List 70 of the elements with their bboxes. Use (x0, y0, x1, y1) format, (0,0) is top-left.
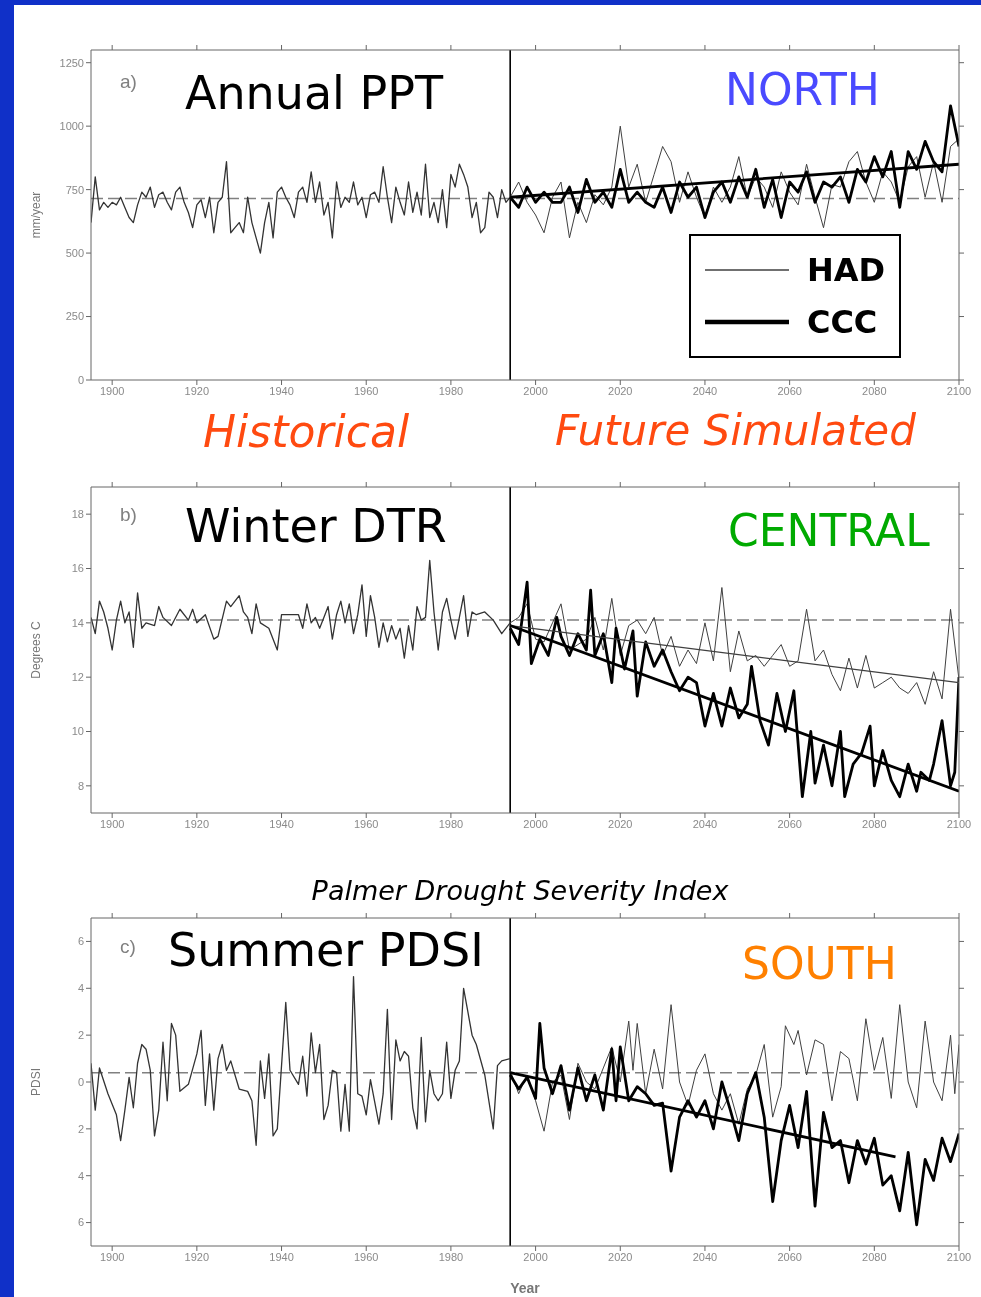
x-tick-label: 2080 (862, 1250, 887, 1263)
x-tick-label: 1960 (353, 384, 379, 397)
x-tick-label: 2100 (946, 817, 972, 830)
x-tick-label: 1960 (353, 1250, 379, 1263)
x-axis-title: Year (510, 1280, 541, 1296)
x-tick-label: 2040 (692, 817, 718, 830)
y-tick-label: 2 (77, 1029, 84, 1042)
y-tick-label: 4 (77, 1169, 84, 1182)
x-tick-label: 2080 (862, 384, 887, 397)
y-tick-label: 2 (77, 1122, 84, 1135)
x-tick-label: 2000 (523, 817, 548, 830)
y-tick-label: 8 (77, 779, 84, 792)
legend-label: CCC (806, 303, 878, 341)
x-tick-label: 1900 (99, 384, 125, 397)
chart-title: Winter DTR (185, 499, 447, 553)
y-tick-label: 14 (71, 616, 84, 629)
chart-subtitle: Palmer Drought Severity Index (310, 875, 730, 906)
x-tick-label: 1980 (438, 1250, 464, 1263)
x-tick-label: 2080 (862, 817, 887, 830)
x-tick-label: 1920 (184, 384, 210, 397)
y-tick-label: 500 (65, 246, 84, 259)
x-tick-label: 2060 (777, 384, 802, 397)
x-tick-label: 2060 (777, 817, 802, 830)
x-tick-label: 2060 (777, 1250, 802, 1263)
chart-title: Summer PDSI (168, 923, 484, 977)
y-tick-label: 1000 (59, 120, 84, 133)
annotation: c) (120, 936, 136, 958)
y-tick-label: 0 (77, 373, 84, 386)
text: Future Simulated (555, 406, 916, 455)
annotation: SOUTH (742, 938, 897, 989)
x-tick-label: 1900 (99, 817, 125, 830)
x-tick-label: 1920 (184, 817, 210, 830)
x-tick-label: 2040 (692, 384, 718, 397)
y-tick-label: 12 (71, 671, 84, 684)
x-tick-label: 1940 (269, 817, 294, 830)
x-tick-label: 1940 (269, 1250, 294, 1263)
x-tick-label: 2020 (608, 817, 633, 830)
x-tick-label: 2020 (608, 1250, 633, 1263)
x-tick-label: 1960 (353, 817, 379, 830)
y-axis-title: PDSI (29, 1067, 44, 1097)
y-tick-label: 250 (65, 310, 84, 323)
x-tick-label: 1980 (438, 817, 464, 830)
y-tick-label: 6 (77, 935, 84, 948)
y-tick-label: 1250 (59, 56, 84, 69)
y-tick-label: 6 (77, 1216, 84, 1229)
text: Historical (203, 406, 410, 457)
x-tick-label: 1900 (99, 1250, 125, 1263)
annotation: NORTH (725, 64, 880, 115)
y-tick-label: 4 (77, 982, 84, 995)
y-axis-title: mm/year (29, 191, 44, 239)
y-tick-label: 750 (65, 183, 84, 196)
annotation: b) (120, 504, 137, 526)
x-tick-label: 1920 (184, 1250, 210, 1263)
x-tick-label: 1980 (438, 384, 464, 397)
y-tick-label: 10 (71, 725, 84, 738)
y-tick-label: 16 (71, 562, 84, 575)
x-tick-label: 2020 (608, 384, 633, 397)
x-tick-label: 2000 (523, 1250, 548, 1263)
y-axis-title: Degrees C (29, 620, 44, 679)
x-tick-label: 2040 (692, 1250, 718, 1263)
annotation: a) (120, 71, 137, 93)
x-tick-label: 2100 (946, 1250, 972, 1263)
legend-label: HAD (806, 251, 885, 289)
y-tick-label: 18 (71, 508, 84, 521)
y-tick-label: 0 (77, 1075, 84, 1088)
annotation: CENTRAL (728, 505, 930, 556)
x-tick-label: 2000 (523, 384, 548, 397)
x-tick-label: 2100 (946, 384, 972, 397)
x-tick-label: 1940 (269, 384, 294, 397)
chart-title: Annual PPT (185, 66, 444, 120)
